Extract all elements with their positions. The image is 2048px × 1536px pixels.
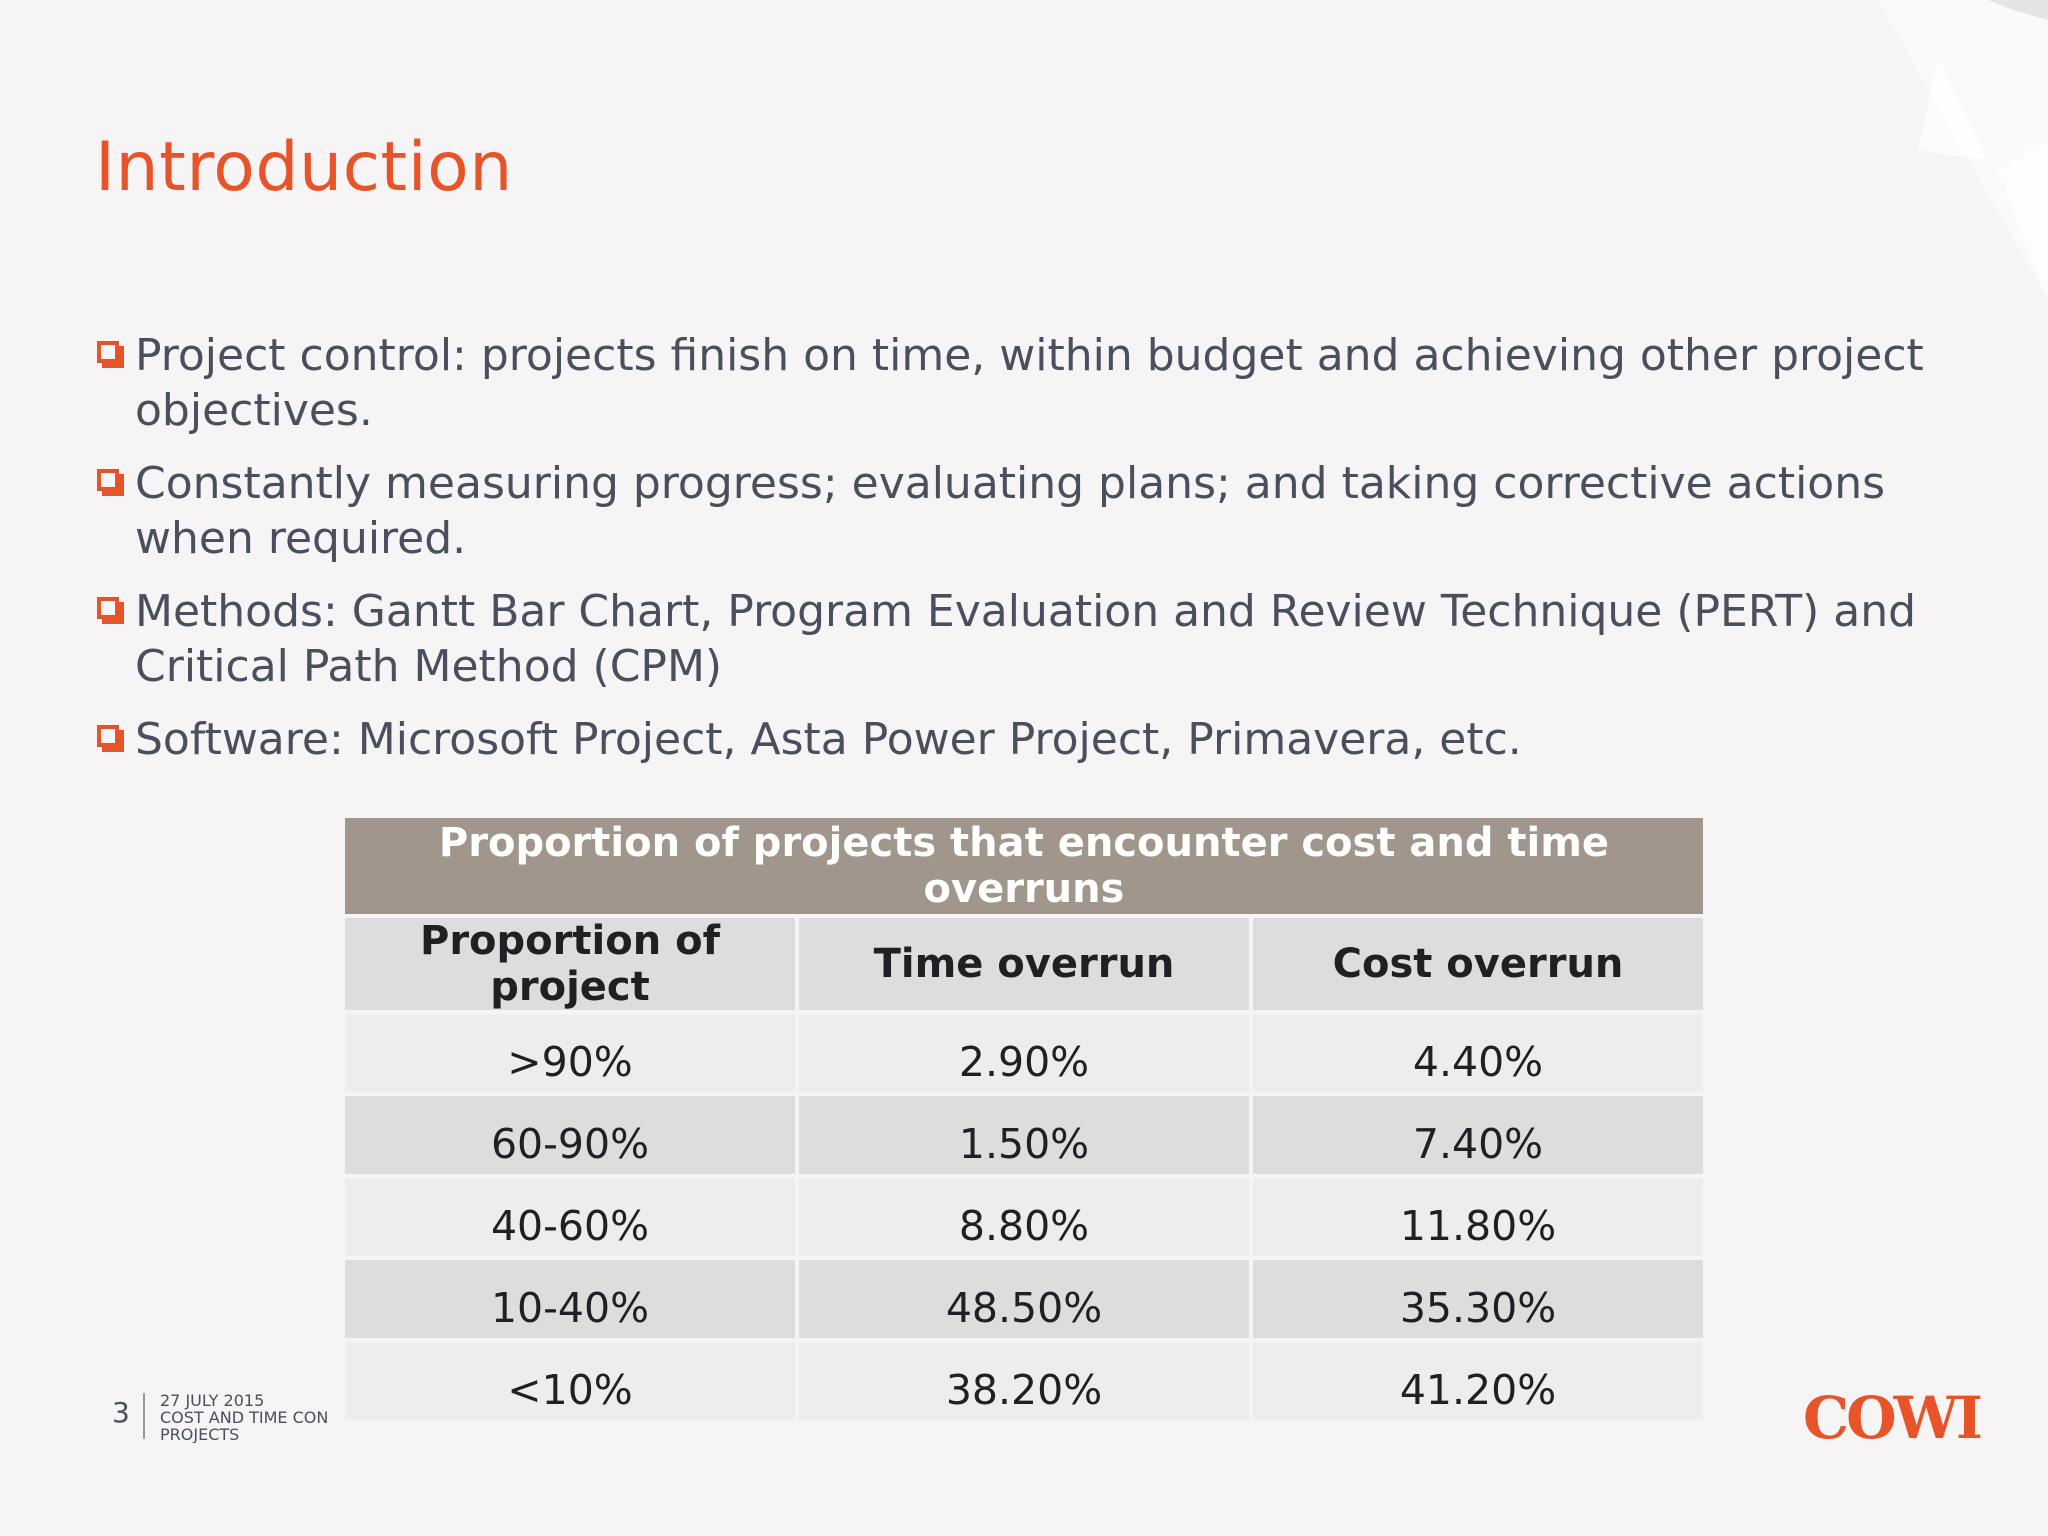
background-decoration xyxy=(1878,0,2048,300)
footer-subtitle-line2: PROJECTS xyxy=(160,1425,240,1443)
table-cell-cost-overrun: 11.80% xyxy=(1249,1174,1707,1260)
table-row: 10-40% 48.50% 35.30% xyxy=(341,1256,1707,1342)
table-cell-time-overrun: 1.50% xyxy=(795,1092,1253,1178)
table-cell-cost-overrun: 35.30% xyxy=(1249,1256,1707,1342)
footer-date: 27 JULY 2015 xyxy=(160,1392,265,1410)
page-number: 3 xyxy=(112,1396,130,1429)
column-header-cost-overrun: Cost overrun xyxy=(1249,914,1707,1014)
checkbox-square-icon xyxy=(97,469,119,491)
overrun-table: Proportion of projects that encounter co… xyxy=(341,814,1707,1424)
table-cell-proportion: <10% xyxy=(341,1338,799,1424)
checkbox-square-icon xyxy=(97,597,119,619)
bullet-item: Methods: Gantt Bar Chart, Program Evalua… xyxy=(95,584,1975,694)
bullet-item: Project control: projects finish on time… xyxy=(95,328,1975,438)
table-row: 60-90% 1.50% 7.40% xyxy=(341,1092,1707,1178)
bullet-list: Project control: projects finish on time… xyxy=(95,328,1975,785)
slide-title: Introduction xyxy=(95,128,513,207)
table-cell-proportion: 10-40% xyxy=(341,1256,799,1342)
footer-divider xyxy=(143,1393,145,1439)
bullet-text: Constantly measuring progress; evaluatin… xyxy=(135,458,1886,564)
table-cell-time-overrun: 38.20% xyxy=(795,1338,1253,1424)
bullet-text: Methods: Gantt Bar Chart, Program Evalua… xyxy=(135,586,1917,692)
table-caption-row: Proportion of projects that encounter co… xyxy=(341,814,1707,918)
table-cell-time-overrun: 2.90% xyxy=(795,1010,1253,1096)
table-row: <10% 38.20% 41.20% xyxy=(341,1338,1707,1424)
table-caption: Proportion of projects that encounter co… xyxy=(341,814,1707,918)
table-row: >90% 2.90% 4.40% xyxy=(341,1010,1707,1096)
table-cell-proportion: 60-90% xyxy=(341,1092,799,1178)
table-cell-proportion: >90% xyxy=(341,1010,799,1096)
bullet-text: Software: Microsoft Project, Asta Power … xyxy=(135,714,1522,765)
bullet-item: Constantly measuring progress; evaluatin… xyxy=(95,456,1975,566)
footer-info: 27 JULY 2015 COST AND TIME CON PROJECTS xyxy=(160,1392,340,1443)
table-row: 40-60% 8.80% 11.80% xyxy=(341,1174,1707,1260)
table-header-row: Proportion of project Time overrun Cost … xyxy=(341,914,1707,1014)
table-cell-cost-overrun: 4.40% xyxy=(1249,1010,1707,1096)
table-cell-proportion: 40-60% xyxy=(341,1174,799,1260)
table-cell-time-overrun: 8.80% xyxy=(795,1174,1253,1260)
bullet-item: Software: Microsoft Project, Asta Power … xyxy=(95,712,1975,767)
table-cell-cost-overrun: 41.20% xyxy=(1249,1338,1707,1424)
column-header-proportion: Proportion of project xyxy=(341,914,799,1014)
column-header-time-overrun: Time overrun xyxy=(795,914,1253,1014)
checkbox-square-icon xyxy=(97,725,119,747)
bullet-text: Project control: projects finish on time… xyxy=(135,330,1924,436)
footer-subtitle-line1: COST AND TIME CON xyxy=(160,1408,329,1427)
cowi-logo: COWI xyxy=(1803,1384,1983,1452)
checkbox-square-icon xyxy=(97,341,119,363)
table-cell-time-overrun: 48.50% xyxy=(795,1256,1253,1342)
table-cell-cost-overrun: 7.40% xyxy=(1249,1092,1707,1178)
